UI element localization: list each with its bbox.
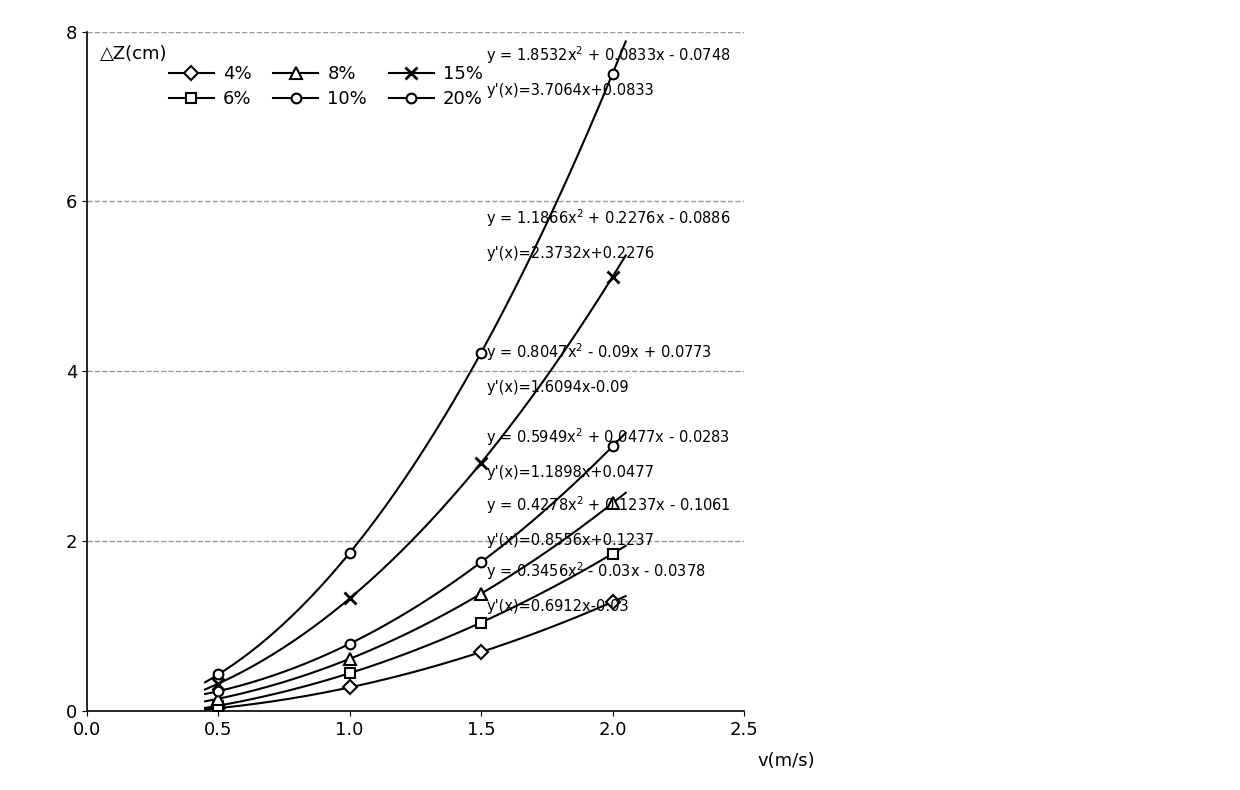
Text: y'(x)=2.3732x+0.2276: y'(x)=2.3732x+0.2276 [486, 246, 655, 261]
Text: y = 0.3456x$^2$ - 0.03x - 0.0378: y = 0.3456x$^2$ - 0.03x - 0.0378 [486, 560, 706, 582]
Text: y'(x)=0.8556x+0.1237: y'(x)=0.8556x+0.1237 [486, 533, 655, 548]
Text: y = 0.4278x$^2$ + 0.1237x - 0.1061: y = 0.4278x$^2$ + 0.1237x - 0.1061 [486, 494, 732, 516]
Text: y = 0.8047x$^2$ - 0.09x + 0.0773: y = 0.8047x$^2$ - 0.09x + 0.0773 [486, 341, 712, 363]
Text: y = 0.5949x$^2$ + 0.0477x - 0.0283: y = 0.5949x$^2$ + 0.0477x - 0.0283 [486, 426, 730, 448]
Text: y'(x)=3.7064x+0.0833: y'(x)=3.7064x+0.0833 [486, 83, 653, 98]
Legend: 4%, 6%, 8%, 10%, 15%, 20%: 4%, 6%, 8%, 10%, 15%, 20% [161, 58, 490, 115]
Text: y = 1.8532x$^2$ + 0.0833x - 0.0748: y = 1.8532x$^2$ + 0.0833x - 0.0748 [486, 44, 732, 66]
Text: v(m/s): v(m/s) [758, 752, 815, 769]
Text: y'(x)=1.1898x+0.0477: y'(x)=1.1898x+0.0477 [486, 465, 655, 480]
Text: y'(x)=1.6094x-0.09: y'(x)=1.6094x-0.09 [486, 380, 629, 395]
Text: y'(x)=0.6912x-0.03: y'(x)=0.6912x-0.03 [486, 599, 629, 614]
Text: △Z(cm): △Z(cm) [100, 45, 167, 63]
Text: y = 1.1866x$^2$ + 0.2276x - 0.0886: y = 1.1866x$^2$ + 0.2276x - 0.0886 [486, 207, 732, 228]
